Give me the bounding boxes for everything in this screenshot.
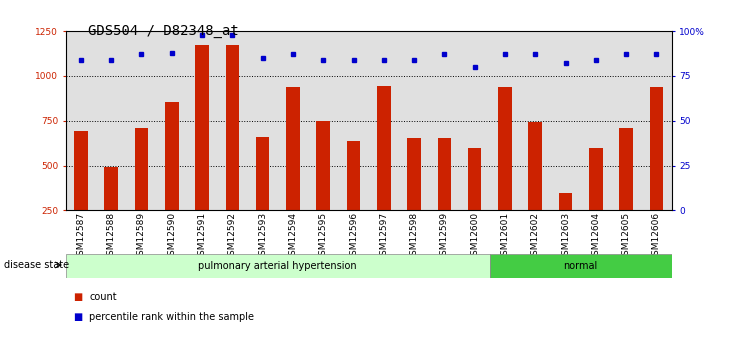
- Bar: [316, 121, 330, 255]
- Bar: [589, 148, 603, 255]
- Text: GDS504 / D82348_at: GDS504 / D82348_at: [88, 24, 239, 38]
- Bar: [66, 254, 490, 278]
- Bar: [286, 87, 300, 255]
- Bar: [226, 46, 239, 255]
- Text: count: count: [89, 292, 117, 302]
- Text: ■: ■: [73, 292, 82, 302]
- Text: disease state: disease state: [4, 260, 69, 270]
- Bar: [407, 138, 421, 255]
- Text: percentile rank within the sample: percentile rank within the sample: [89, 313, 254, 322]
- Bar: [104, 167, 118, 255]
- Bar: [490, 254, 672, 278]
- Text: pulmonary arterial hypertension: pulmonary arterial hypertension: [199, 261, 357, 270]
- Bar: [195, 46, 209, 255]
- Text: normal: normal: [564, 261, 598, 270]
- Bar: [347, 141, 361, 255]
- Bar: [558, 193, 572, 255]
- Bar: [134, 128, 148, 255]
- Bar: [377, 86, 391, 255]
- Bar: [619, 128, 633, 255]
- Bar: [255, 137, 269, 255]
- Bar: [165, 102, 179, 255]
- Bar: [498, 87, 512, 255]
- Bar: [74, 131, 88, 255]
- Bar: [437, 138, 451, 255]
- Bar: [468, 148, 482, 255]
- Text: ■: ■: [73, 313, 82, 322]
- Bar: [650, 87, 664, 255]
- Bar: [529, 122, 542, 255]
